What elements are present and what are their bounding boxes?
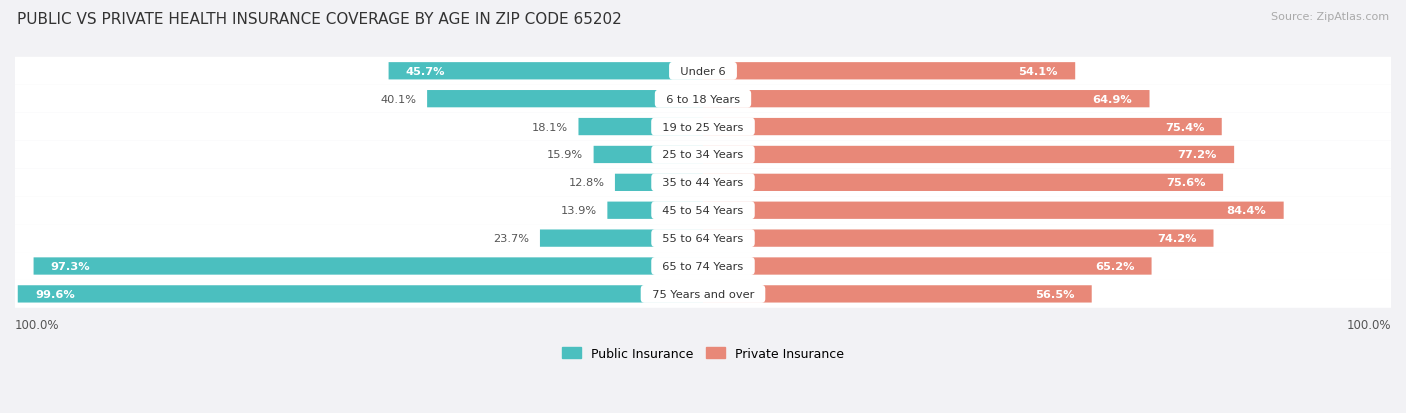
Text: 25 to 34 Years: 25 to 34 Years: [655, 150, 751, 160]
FancyBboxPatch shape: [15, 225, 1391, 252]
Text: 97.3%: 97.3%: [51, 261, 90, 271]
Text: 65 to 74 Years: 65 to 74 Years: [655, 261, 751, 271]
Text: 77.2%: 77.2%: [1178, 150, 1218, 160]
Text: 74.2%: 74.2%: [1157, 234, 1197, 244]
Text: 12.8%: 12.8%: [568, 178, 605, 188]
FancyBboxPatch shape: [540, 230, 703, 247]
FancyBboxPatch shape: [427, 91, 703, 108]
Text: 54.1%: 54.1%: [1018, 66, 1057, 76]
FancyBboxPatch shape: [703, 63, 1076, 80]
FancyBboxPatch shape: [34, 258, 703, 275]
FancyBboxPatch shape: [15, 113, 1391, 141]
Text: 45.7%: 45.7%: [406, 66, 446, 76]
Text: 18.1%: 18.1%: [531, 122, 568, 132]
FancyBboxPatch shape: [15, 58, 1391, 85]
Text: 40.1%: 40.1%: [381, 95, 416, 104]
FancyBboxPatch shape: [578, 119, 703, 136]
Text: 84.4%: 84.4%: [1226, 206, 1267, 216]
FancyBboxPatch shape: [703, 285, 1091, 303]
FancyBboxPatch shape: [15, 169, 1391, 197]
Text: Under 6: Under 6: [673, 66, 733, 76]
Text: 13.9%: 13.9%: [561, 206, 598, 216]
Text: PUBLIC VS PRIVATE HEALTH INSURANCE COVERAGE BY AGE IN ZIP CODE 65202: PUBLIC VS PRIVATE HEALTH INSURANCE COVER…: [17, 12, 621, 27]
FancyBboxPatch shape: [703, 147, 1234, 164]
Legend: Public Insurance, Private Insurance: Public Insurance, Private Insurance: [557, 342, 849, 365]
Text: 100.0%: 100.0%: [1347, 319, 1391, 332]
Text: 45 to 54 Years: 45 to 54 Years: [655, 206, 751, 216]
Text: 75.6%: 75.6%: [1167, 178, 1206, 188]
Text: Source: ZipAtlas.com: Source: ZipAtlas.com: [1271, 12, 1389, 22]
Text: 100.0%: 100.0%: [15, 319, 59, 332]
Text: 6 to 18 Years: 6 to 18 Years: [659, 95, 747, 104]
FancyBboxPatch shape: [15, 197, 1391, 225]
FancyBboxPatch shape: [15, 280, 1391, 308]
Text: 99.6%: 99.6%: [35, 289, 75, 299]
FancyBboxPatch shape: [388, 63, 703, 80]
Text: 55 to 64 Years: 55 to 64 Years: [655, 234, 751, 244]
Text: 56.5%: 56.5%: [1035, 289, 1074, 299]
Text: 15.9%: 15.9%: [547, 150, 583, 160]
FancyBboxPatch shape: [703, 202, 1284, 219]
Text: 75 Years and over: 75 Years and over: [645, 289, 761, 299]
FancyBboxPatch shape: [15, 141, 1391, 169]
FancyBboxPatch shape: [15, 85, 1391, 113]
Text: 19 to 25 Years: 19 to 25 Years: [655, 122, 751, 132]
Text: 64.9%: 64.9%: [1092, 95, 1132, 104]
FancyBboxPatch shape: [703, 119, 1222, 136]
FancyBboxPatch shape: [18, 285, 703, 303]
FancyBboxPatch shape: [703, 91, 1150, 108]
Text: 35 to 44 Years: 35 to 44 Years: [655, 178, 751, 188]
FancyBboxPatch shape: [703, 258, 1152, 275]
FancyBboxPatch shape: [703, 174, 1223, 192]
Text: 65.2%: 65.2%: [1095, 261, 1135, 271]
Text: 23.7%: 23.7%: [494, 234, 530, 244]
FancyBboxPatch shape: [614, 174, 703, 192]
FancyBboxPatch shape: [607, 202, 703, 219]
FancyBboxPatch shape: [593, 147, 703, 164]
FancyBboxPatch shape: [15, 252, 1391, 280]
Text: 75.4%: 75.4%: [1166, 122, 1205, 132]
FancyBboxPatch shape: [703, 230, 1213, 247]
